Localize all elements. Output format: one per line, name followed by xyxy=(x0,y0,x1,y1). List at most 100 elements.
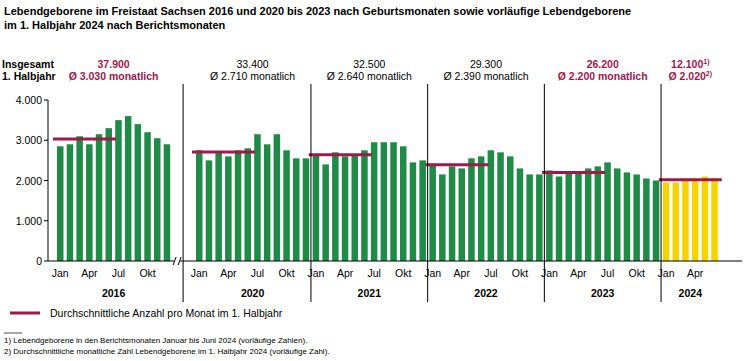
y-tick xyxy=(44,180,48,181)
bar xyxy=(682,178,689,261)
bar xyxy=(643,178,650,261)
bar xyxy=(653,181,660,262)
x-tick-label: Jan xyxy=(191,267,208,279)
bar xyxy=(663,183,670,261)
bar xyxy=(429,164,436,261)
bar xyxy=(332,152,339,261)
x-tick-label: Apr xyxy=(454,267,471,279)
average-label: Ø 3.030 monatlich xyxy=(69,70,159,82)
bar xyxy=(517,168,524,261)
average-line xyxy=(192,150,255,153)
bar xyxy=(575,172,582,261)
legend-swatch xyxy=(10,312,40,315)
bar xyxy=(692,178,699,261)
bar xyxy=(507,156,514,261)
x-tick-label: Jan xyxy=(541,267,558,279)
group-label: 2024 xyxy=(679,287,703,299)
y-tick-label: 1.000 xyxy=(16,215,42,227)
title: Lebendgeborene im Freistaat Sachsen 2016… xyxy=(4,5,631,17)
summary-heading: 1. Halbjahr xyxy=(2,70,56,82)
bar xyxy=(468,158,475,261)
x-tick-label: Okt xyxy=(395,267,411,279)
bar xyxy=(106,128,113,261)
title: im 1. Halbjahr 2024 nach Berichtsmonaten xyxy=(4,19,226,31)
footnote: 2) Durchschnittliche monatliche Zahl Leb… xyxy=(4,347,330,356)
average-label: Ø 2.640 monatlich xyxy=(327,70,412,82)
bar xyxy=(76,136,83,261)
y-tick xyxy=(44,220,48,221)
x-tick-label: Jul xyxy=(112,267,125,279)
bar xyxy=(702,176,709,261)
y-tick-label: 0 xyxy=(36,255,42,267)
bar xyxy=(410,162,417,261)
footnote: 1) Lebendgeborene in den Berichtsmonaten… xyxy=(4,336,307,345)
bar xyxy=(96,134,103,261)
bar xyxy=(449,166,456,261)
total-label: 29.300 xyxy=(470,58,502,70)
x-tick-label: Jan xyxy=(424,267,441,279)
y-tick-label: 3.000 xyxy=(16,134,42,146)
average-line xyxy=(542,171,605,174)
x-tick-label: Jan xyxy=(52,267,69,279)
average-line xyxy=(425,163,488,166)
bar xyxy=(274,134,281,261)
y-tick-label: 4.000 xyxy=(16,94,42,106)
bar xyxy=(624,172,631,261)
bar xyxy=(352,154,359,261)
bar xyxy=(604,162,611,261)
bar xyxy=(313,154,320,261)
x-tick-label: Jan xyxy=(307,267,324,279)
bar xyxy=(235,150,242,261)
bar xyxy=(57,146,64,261)
y-tick-label: 2.000 xyxy=(16,175,42,187)
bar xyxy=(264,144,271,261)
x-tick-label: Okt xyxy=(512,267,528,279)
bar xyxy=(303,158,310,261)
x-tick-label: Jul xyxy=(367,267,380,279)
bar xyxy=(546,170,553,261)
group-label: 2023 xyxy=(591,287,615,299)
bar xyxy=(556,176,563,261)
group-label: 2021 xyxy=(358,287,382,299)
average-line xyxy=(309,153,372,156)
x-tick-label: Apr xyxy=(81,267,98,279)
bar xyxy=(322,164,329,261)
axis-break xyxy=(173,257,181,265)
total-label: 12.1001) xyxy=(671,58,709,70)
chart: Lebendgeborene im Freistaat Sachsen 2016… xyxy=(0,0,747,361)
bar xyxy=(254,134,261,261)
bar xyxy=(526,174,533,261)
x-tick-label: Apr xyxy=(337,267,354,279)
bar xyxy=(225,156,232,261)
bar xyxy=(400,146,407,261)
bar xyxy=(488,150,495,261)
bar xyxy=(164,144,171,261)
x-tick-label: Jul xyxy=(601,267,614,279)
average-label: Ø 2.710 monatlich xyxy=(210,70,295,82)
x-tick-label: Okt xyxy=(139,267,155,279)
bar xyxy=(206,160,213,261)
bar xyxy=(711,178,718,261)
bar xyxy=(497,152,504,261)
bar xyxy=(614,168,621,261)
bar xyxy=(245,148,252,261)
x-tick-label: Apr xyxy=(570,267,587,279)
average-line xyxy=(53,138,116,141)
bar xyxy=(115,120,122,261)
x-tick-label: Apr xyxy=(220,267,237,279)
bar xyxy=(478,156,485,261)
bar xyxy=(196,150,203,261)
footnote-ref: 2) xyxy=(706,70,712,78)
bar xyxy=(215,152,222,261)
average-label: Ø 2.390 monatlich xyxy=(443,70,528,82)
total-label: 37.900 xyxy=(98,58,130,70)
bar xyxy=(595,166,602,261)
footnote-ref: 1) xyxy=(703,58,709,66)
bar xyxy=(86,144,93,261)
group-label: 2016 xyxy=(102,287,126,299)
y-tick xyxy=(44,140,48,141)
x-tick-label: Apr xyxy=(687,267,704,279)
total-label: 26.200 xyxy=(587,58,619,70)
bar xyxy=(154,138,161,261)
x-tick-label: Jul xyxy=(251,267,264,279)
